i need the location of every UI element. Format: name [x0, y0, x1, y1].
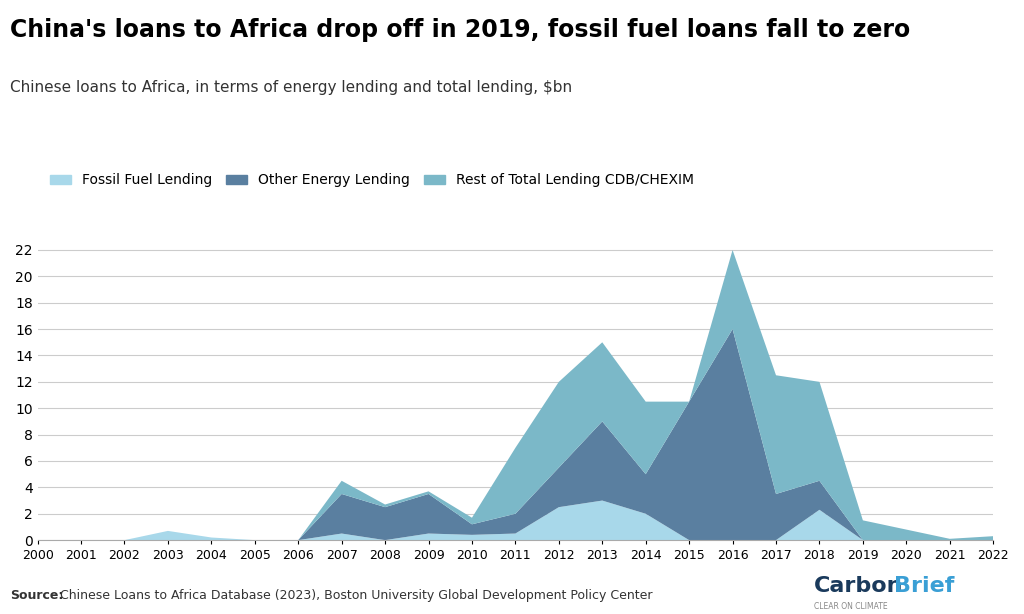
Text: Carbon: Carbon	[814, 575, 903, 596]
Text: Brief: Brief	[894, 575, 954, 596]
Text: China's loans to Africa drop off in 2019, fossil fuel loans fall to zero: China's loans to Africa drop off in 2019…	[10, 18, 910, 42]
Text: Chinese loans to Africa, in terms of energy lending and total lending, $bn: Chinese loans to Africa, in terms of ene…	[10, 80, 572, 95]
Legend: Fossil Fuel Lending, Other Energy Lending, Rest of Total Lending CDB/CHEXIM: Fossil Fuel Lending, Other Energy Lendin…	[45, 168, 699, 193]
Text: Chinese Loans to Africa Database (2023), Boston University Global Development Po: Chinese Loans to Africa Database (2023),…	[56, 589, 653, 602]
Text: Source:: Source:	[10, 589, 63, 602]
Text: CLEAR ON CLIMATE: CLEAR ON CLIMATE	[814, 602, 888, 611]
